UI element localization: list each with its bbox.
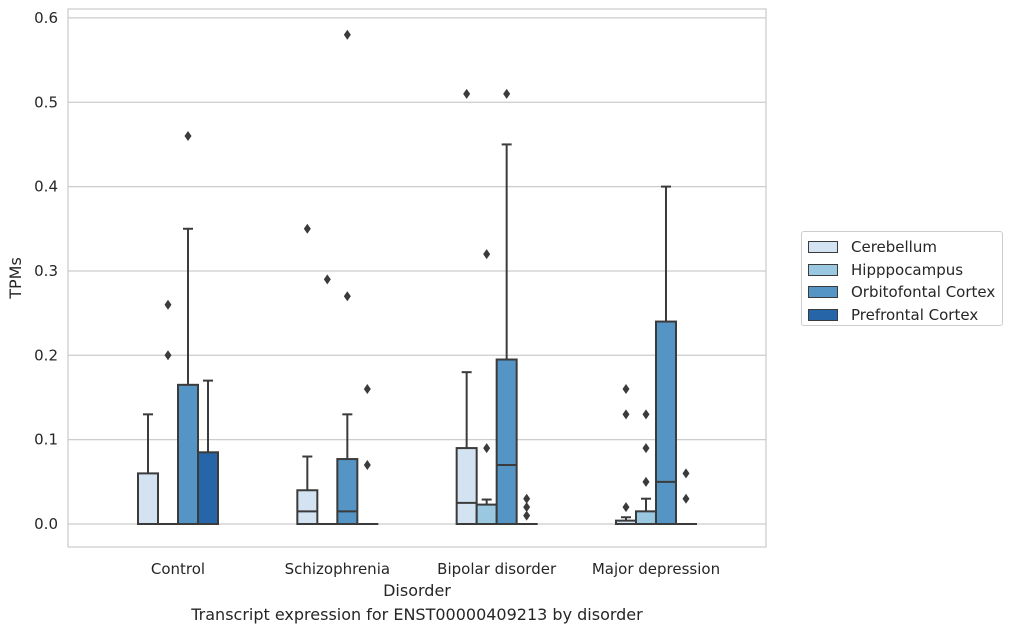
x-tick-label: Major depression	[592, 560, 720, 578]
legend-swatch-prefrontal-cortex	[808, 308, 838, 321]
box-group	[515, 493, 538, 526]
legend-swatch-hippocampus	[808, 263, 838, 276]
y-tick-label: 0.0	[34, 515, 58, 533]
outlier-point	[503, 88, 511, 99]
legend-item-hippocampus: Hipppocampus	[808, 259, 1002, 282]
box-group	[316, 274, 339, 526]
outlier-point	[363, 459, 371, 470]
box-group	[654, 185, 677, 525]
y-tick-label: 0.1	[34, 431, 58, 449]
boxes	[137, 29, 697, 526]
outlier-point	[642, 443, 650, 454]
box-group	[356, 384, 379, 526]
box	[336, 458, 359, 526]
box-group	[197, 379, 219, 525]
box-group	[157, 299, 179, 526]
box	[634, 510, 657, 526]
legend-label-orbitofrontal-cortex: Orbitofontal Cortex	[851, 283, 996, 302]
legend-swatch-orbitofrontal-cortex	[808, 286, 838, 299]
box	[177, 383, 199, 526]
box	[137, 472, 159, 526]
outlier-point	[164, 299, 172, 310]
x-tick-label: Schizophrenia	[285, 560, 390, 578]
legend: Cerebellum Hipppocampus Orbitofontal Cor…	[801, 231, 1003, 326]
outlier-point	[184, 130, 192, 141]
outlier-point	[343, 291, 351, 302]
box-group	[336, 29, 359, 526]
legend-item-prefrontal-cortex: Prefrontal Cortex	[808, 304, 1002, 327]
legend-label-cerebellum: Cerebellum	[851, 238, 937, 257]
y-tick-label: 0.3	[34, 262, 58, 280]
box-group	[475, 249, 498, 525]
box-group	[177, 130, 199, 526]
box	[455, 447, 478, 525]
legend-swatch-cerebellum	[808, 241, 838, 254]
box-group	[674, 468, 697, 526]
legend-label-prefrontal-cortex: Prefrontal Cortex	[851, 305, 979, 324]
outlier-point	[622, 409, 630, 420]
y-tick-label: 0.2	[34, 346, 58, 364]
box-group	[634, 409, 657, 526]
box	[197, 451, 219, 525]
y-tick-labels: 0.0 0.1 0.2 0.3 0.4 0.5 0.6	[34, 9, 58, 533]
box	[495, 358, 518, 525]
figure-caption: Transcript expression for ENST0000040921…	[191, 605, 643, 624]
box	[296, 489, 319, 526]
outlier-point	[523, 493, 531, 504]
outlier-point	[303, 223, 311, 234]
outlier-point	[642, 409, 650, 420]
y-tick-label: 0.5	[34, 93, 58, 111]
outlier-point	[323, 274, 331, 285]
outlier-point	[363, 384, 371, 395]
x-axis-title: Disorder	[383, 581, 451, 600]
outlier-point	[343, 29, 351, 40]
box-group	[614, 384, 637, 525]
plot-area-frame	[67, 8, 767, 548]
outlier-point	[622, 502, 630, 513]
legend-item-cerebellum: Cerebellum	[808, 236, 1002, 259]
outlier-point	[523, 502, 531, 513]
x-tick-label: Control	[151, 560, 205, 578]
outlier-point	[483, 443, 491, 454]
outlier-point	[164, 350, 172, 361]
outlier-point	[682, 468, 690, 479]
box-group	[296, 223, 319, 526]
outlier-point	[622, 384, 630, 395]
box-group	[495, 88, 518, 525]
box	[475, 503, 498, 525]
legend-item-orbitofrontal-cortex: Orbitofontal Cortex	[808, 281, 1002, 304]
box-group	[455, 88, 478, 525]
box	[654, 320, 677, 525]
x-tick-label: Bipolar disorder	[437, 560, 557, 578]
x-tick-labels: Control Schizophrenia Bipolar disorder Majo…	[151, 560, 720, 578]
outlier-point	[682, 493, 690, 504]
legend-label-hippocampus: Hipppocampus	[851, 260, 964, 279]
outlier-point	[642, 476, 650, 487]
outlier-point	[463, 88, 471, 99]
outlier-point	[483, 249, 491, 260]
outlier-point	[523, 510, 531, 521]
y-axis-title: TPMs	[6, 257, 25, 300]
y-tick-label: 0.4	[34, 178, 58, 196]
y-tick-label: 0.6	[34, 9, 58, 27]
box-group	[137, 413, 159, 526]
